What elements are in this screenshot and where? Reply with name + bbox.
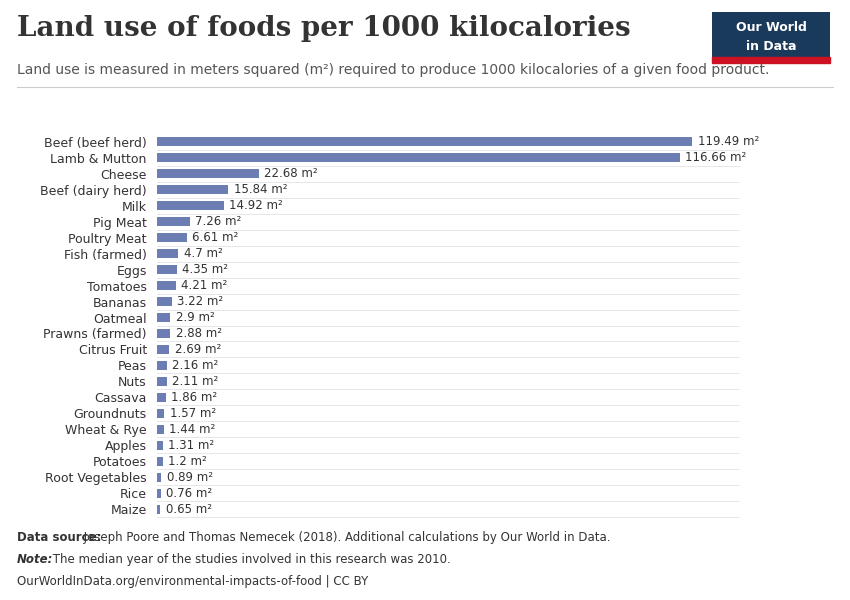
Text: Note:: Note: [17, 553, 54, 566]
Text: 15.84 m²: 15.84 m² [234, 183, 287, 196]
Text: 4.35 m²: 4.35 m² [182, 263, 228, 276]
Text: 1.86 m²: 1.86 m² [171, 391, 217, 404]
Bar [157, 505, 160, 514]
Text: 119.49 m²: 119.49 m² [698, 135, 759, 148]
Text: Our World: Our World [735, 21, 807, 34]
Text: 1.2 m²: 1.2 m² [168, 455, 207, 468]
Bar [157, 233, 187, 242]
Text: 4.7 m²: 4.7 m² [184, 247, 223, 260]
Bar [157, 281, 176, 290]
Text: Joseph Poore and Thomas Nemecek (2018). Additional calculations by Our World in : Joseph Poore and Thomas Nemecek (2018). … [80, 531, 610, 544]
Text: in Data: in Data [745, 40, 796, 53]
Text: 1.44 m²: 1.44 m² [169, 423, 215, 436]
Text: Land use is measured in meters squared (m²) required to produce 1000 kilocalorie: Land use is measured in meters squared (… [17, 63, 769, 77]
Bar [157, 249, 178, 259]
Text: 6.61 m²: 6.61 m² [192, 231, 239, 244]
Bar [157, 313, 170, 322]
Bar [157, 137, 693, 146]
Text: OurWorldInData.org/environmental-impacts-of-food | CC BY: OurWorldInData.org/environmental-impacts… [17, 575, 368, 588]
Text: 2.69 m²: 2.69 m² [174, 343, 221, 356]
Text: 14.92 m²: 14.92 m² [230, 199, 283, 212]
Bar [712, 57, 830, 63]
Bar [157, 392, 166, 402]
Bar [157, 265, 177, 274]
Bar [157, 217, 190, 226]
Bar [157, 425, 164, 434]
Bar [157, 153, 680, 163]
Bar [157, 377, 167, 386]
Bar [157, 344, 169, 354]
Bar [157, 409, 164, 418]
Text: 3.22 m²: 3.22 m² [177, 295, 224, 308]
Bar [157, 473, 162, 482]
Bar [157, 440, 163, 450]
Bar [157, 361, 167, 370]
Text: Land use of foods per 1000 kilocalories: Land use of foods per 1000 kilocalories [17, 15, 631, 42]
Bar [157, 488, 161, 498]
Text: Data source:: Data source: [17, 531, 101, 544]
Text: 0.89 m²: 0.89 m² [167, 471, 212, 484]
Text: 2.16 m²: 2.16 m² [173, 359, 218, 372]
Text: 116.66 m²: 116.66 m² [685, 151, 746, 164]
Text: The median year of the studies involved in this research was 2010.: The median year of the studies involved … [49, 553, 451, 566]
Text: 1.57 m²: 1.57 m² [170, 407, 216, 420]
Text: 2.9 m²: 2.9 m² [176, 311, 214, 324]
Bar [157, 185, 228, 194]
Bar [157, 329, 170, 338]
Text: 7.26 m²: 7.26 m² [196, 215, 241, 228]
Bar [157, 169, 259, 178]
Text: 2.11 m²: 2.11 m² [172, 375, 218, 388]
Text: 2.88 m²: 2.88 m² [175, 327, 222, 340]
Bar [157, 457, 162, 466]
Text: 0.65 m²: 0.65 m² [166, 503, 212, 516]
Text: 0.76 m²: 0.76 m² [166, 487, 212, 500]
Bar [157, 201, 224, 211]
Text: 4.21 m²: 4.21 m² [182, 279, 228, 292]
Text: 1.31 m²: 1.31 m² [168, 439, 214, 452]
Bar [157, 297, 172, 307]
Text: 22.68 m²: 22.68 m² [264, 167, 318, 180]
